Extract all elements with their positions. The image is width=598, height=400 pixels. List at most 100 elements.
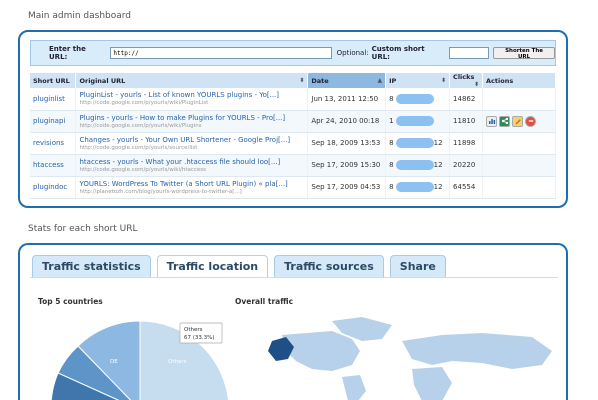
clicks-cell: 11898 — [449, 132, 484, 155]
table-row: pluginlist PluginList - yourls - List of… — [30, 88, 556, 111]
pie-label-others: Others — [168, 359, 187, 365]
map-region-north-america[interactable] — [282, 331, 360, 371]
map-region-africa[interactable] — [412, 367, 452, 400]
original-url-cell: Changes - yourls - Your Own URL Shortene… — [75, 132, 309, 155]
url-title-link[interactable]: YOURLS: WordPress To Twitter (a Short UR… — [79, 179, 288, 188]
custom-short-url-input[interactable] — [449, 47, 490, 59]
table-row: revisions Changes - yourls - Your Own UR… — [30, 132, 556, 155]
header-original-url[interactable]: Original URL ⬍ — [75, 73, 309, 88]
tab-share[interactable]: Share — [389, 255, 446, 277]
original-url-cell: htaccess - yourls - What your .htaccess … — [75, 154, 309, 177]
pie-label-de: DE — [110, 359, 118, 365]
actions-cell — [482, 132, 556, 155]
links-table: Short URL Original URL ⬍ Date ▲ IP ⬍ Clicks… — [30, 73, 556, 199]
original-url-cell: PluginList - yourls - List of known YOUR… — [75, 88, 309, 111]
map-region-greenland[interactable] — [332, 317, 392, 341]
sort-icon: ⬍ — [441, 76, 447, 84]
actions-cell — [482, 88, 556, 111]
url-title-link[interactable]: Plugins - yourls - How to make Plugins f… — [79, 113, 286, 122]
url-text: http://code.google.com/p/yourls/wiki/Plu… — [79, 122, 202, 129]
clicks-cell: 11810 — [449, 110, 484, 133]
date-cell: Sep 17, 2009 04:53 — [307, 176, 387, 199]
map-region-alaska[interactable] — [268, 337, 294, 361]
header-ip[interactable]: IP ⬍ — [385, 73, 451, 88]
url-title-link[interactable]: PluginList - yourls - List of known YOUR… — [79, 91, 280, 100]
table-row: pluginapi Plugins - yourls - How to make… — [30, 110, 556, 133]
ip-redaction — [395, 138, 434, 148]
actions-cell — [482, 176, 556, 199]
url-text: http://planetozh.com/blog/yourls-wordpre… — [79, 188, 242, 195]
stats-panel: Traffic statistics Traffic location Traf… — [18, 243, 568, 400]
ip-cell: 1 — [385, 110, 451, 133]
table-row: plugindoc YOURLS: WordPress To Twitter (… — [30, 176, 556, 199]
actions-cell — [482, 154, 556, 177]
sort-icon: ⬍ — [299, 76, 305, 84]
date-cell: Jun 13, 2011 12:50 — [307, 88, 387, 111]
header-date[interactable]: Date ▲ — [307, 73, 387, 88]
overall-traffic-map — [242, 311, 560, 400]
custom-short-url-label: Custom short URL: — [371, 45, 425, 61]
ip-cell: 8 — [385, 88, 451, 111]
edit-icon[interactable] — [512, 115, 524, 127]
tooltip-value: 67 (33.3%) — [184, 335, 215, 341]
ip-cell: 8 12 — [385, 154, 451, 177]
tab-traffic-location[interactable]: Traffic location — [156, 255, 269, 277]
tooltip-title: Others — [184, 327, 203, 333]
date-cell: Sep 17, 2009 15:30 — [307, 154, 387, 177]
header-clicks[interactable]: Clicks ⬍ — [449, 73, 484, 88]
tab-traffic-sources[interactable]: Traffic sources — [274, 255, 384, 277]
enter-url-label: Enter the URL: — [49, 45, 86, 61]
clicks-cell: 20220 — [449, 154, 484, 177]
pie-slice[interactable] — [77, 320, 141, 400]
map-region-south-america[interactable] — [342, 375, 366, 400]
delete-icon[interactable] — [525, 115, 537, 127]
url-text: http://code.google.com/p/yourls/wiki/Plu… — [79, 100, 209, 107]
actions-cell — [482, 110, 556, 133]
top-countries-pie-chart: DE Others Others 67 (33.3%) — [50, 320, 229, 400]
stats-icon[interactable] — [486, 115, 498, 127]
clicks-cell: 64554 — [449, 176, 484, 199]
pie-slice-others[interactable] — [139, 320, 229, 400]
stats-tabs: Traffic statistics Traffic location Traf… — [32, 255, 446, 277]
date-cell: Sep 18, 2009 13:53 — [307, 132, 387, 155]
shorten-button[interactable]: Shorten The URL — [493, 47, 555, 60]
url-title-link[interactable]: htaccess - yourls - What your .htaccess … — [79, 157, 281, 166]
header-short-url[interactable]: Short URL — [30, 73, 77, 88]
ip-redaction — [395, 182, 434, 192]
dashboard-panel: Enter the URL: Optional: Custom short UR… — [18, 30, 568, 208]
ip-redaction — [395, 116, 434, 126]
share-icon[interactable] — [499, 115, 511, 127]
tab-traffic-statistics[interactable]: Traffic statistics — [32, 255, 151, 277]
sort-desc-icon: ▲ — [377, 76, 383, 84]
optional-label: Optional: — [336, 49, 369, 57]
sort-icon: ⬍ — [473, 81, 480, 88]
url-text: http://code.google.com/p/yourls/wiki/hta… — [79, 166, 207, 173]
ip-cell: 8 12 — [385, 132, 451, 155]
stats-title: Stats for each short URL — [28, 224, 138, 234]
table-header-row: Short URL Original URL ⬍ Date ▲ IP ⬍ Clicks… — [30, 73, 556, 88]
url-text: http://code.google.com/p/yourls/source/l… — [79, 144, 198, 151]
world-map — [282, 317, 552, 400]
clicks-cell: 14862 — [449, 88, 484, 111]
pie-tooltip: Others 67 (33.3%) — [179, 322, 223, 344]
pie-slice[interactable] — [50, 372, 140, 400]
short-url-link[interactable]: pluginlist — [30, 88, 77, 111]
ip-cell: 8 12 — [385, 176, 451, 199]
ip-redaction — [395, 160, 434, 170]
header-actions: Actions — [482, 73, 556, 88]
short-url-link[interactable]: htaccess — [30, 154, 77, 177]
tab-divider — [30, 277, 558, 278]
original-url-cell: YOURLS: WordPress To Twitter (a Short UR… — [75, 176, 309, 199]
ip-redaction — [395, 93, 434, 104]
original-url-cell: Plugins - yourls - How to make Plugins f… — [75, 110, 309, 133]
url-input[interactable] — [110, 47, 332, 59]
overall-traffic-title: Overall traffic — [235, 297, 294, 306]
map-region-eurasia[interactable] — [402, 333, 552, 369]
pie-chart: DE Others — [50, 320, 229, 400]
date-cell: Apr 24, 2010 00:18 — [307, 110, 387, 133]
short-url-link[interactable]: plugindoc — [30, 176, 77, 199]
short-url-link[interactable]: pluginapi — [30, 110, 77, 133]
url-title-link[interactable]: Changes - yourls - Your Own URL Shortene… — [79, 135, 291, 144]
short-url-link[interactable]: revisions — [30, 132, 77, 155]
table-row: htaccess htaccess - yourls - What your .… — [30, 154, 556, 177]
